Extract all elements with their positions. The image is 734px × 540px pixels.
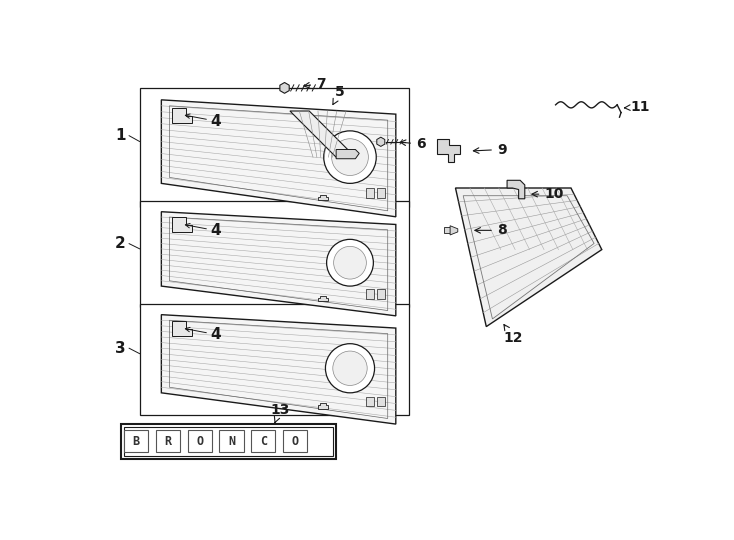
Polygon shape: [336, 150, 359, 159]
Circle shape: [333, 351, 367, 386]
Polygon shape: [172, 108, 192, 123]
Text: 4: 4: [210, 114, 220, 129]
Bar: [366, 289, 374, 299]
Bar: [139, 303, 410, 415]
Circle shape: [332, 139, 368, 176]
Text: 4: 4: [210, 224, 220, 238]
Polygon shape: [444, 227, 450, 233]
Bar: [124, 430, 148, 453]
Text: R: R: [164, 435, 172, 448]
Bar: [366, 396, 374, 406]
Bar: [366, 188, 374, 198]
Text: 6: 6: [400, 137, 426, 151]
Polygon shape: [319, 403, 327, 409]
Circle shape: [324, 131, 377, 184]
Bar: [219, 430, 244, 453]
Bar: [156, 430, 180, 453]
Text: 4: 4: [210, 327, 220, 342]
Bar: [123, 427, 333, 456]
Bar: [120, 423, 336, 459]
Text: 9: 9: [473, 143, 506, 157]
Text: 3: 3: [115, 341, 126, 356]
Text: 12: 12: [504, 325, 523, 345]
Circle shape: [334, 246, 366, 279]
Polygon shape: [172, 321, 192, 336]
Circle shape: [325, 343, 374, 393]
Text: 5: 5: [333, 85, 345, 105]
Text: C: C: [260, 435, 266, 448]
Text: 10: 10: [532, 187, 564, 201]
Text: 1: 1: [115, 128, 126, 143]
Polygon shape: [161, 315, 396, 424]
Polygon shape: [319, 296, 327, 301]
Polygon shape: [161, 100, 396, 217]
Text: N: N: [228, 435, 235, 448]
Text: O: O: [291, 435, 299, 448]
Bar: [139, 201, 410, 307]
Polygon shape: [437, 139, 460, 162]
Bar: [377, 188, 385, 198]
Bar: [251, 430, 275, 453]
Text: B: B: [133, 435, 140, 448]
Text: 7: 7: [304, 77, 326, 91]
Polygon shape: [507, 180, 525, 199]
Polygon shape: [319, 194, 327, 200]
Text: O: O: [196, 435, 203, 448]
Polygon shape: [456, 188, 602, 327]
Text: 11: 11: [625, 100, 650, 114]
Polygon shape: [290, 111, 355, 157]
Polygon shape: [377, 137, 385, 146]
Bar: [139, 88, 410, 207]
Polygon shape: [450, 226, 458, 235]
Text: 2: 2: [115, 236, 126, 251]
Bar: [283, 430, 307, 453]
Polygon shape: [280, 83, 289, 93]
Bar: [377, 396, 385, 406]
Bar: [377, 289, 385, 299]
Bar: [188, 430, 212, 453]
Text: 8: 8: [475, 224, 506, 238]
Circle shape: [327, 239, 374, 286]
Text: 13: 13: [270, 403, 290, 423]
Polygon shape: [172, 218, 192, 232]
Polygon shape: [161, 212, 396, 316]
